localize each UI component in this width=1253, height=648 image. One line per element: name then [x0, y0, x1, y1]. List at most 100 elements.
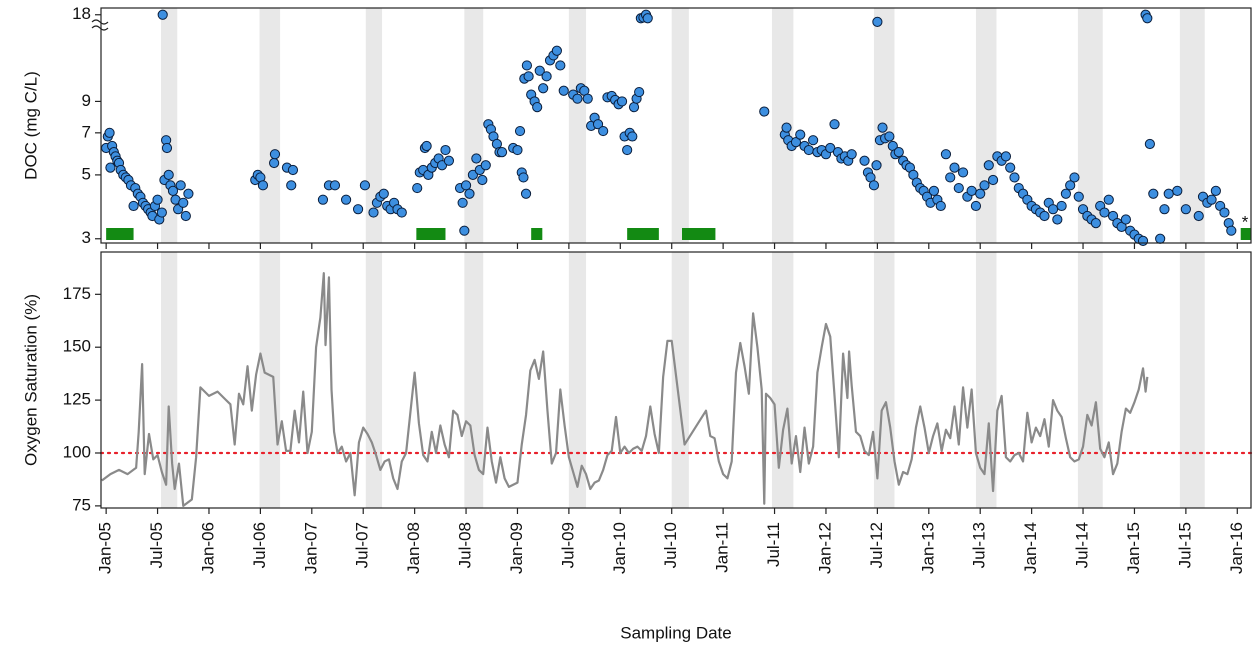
data-point [979, 180, 990, 191]
shaded-period [975, 252, 997, 508]
shaded-period [1179, 252, 1205, 508]
data-point [1120, 214, 1131, 225]
axes-layer: * 3 5 7 9 18 DOC (mg C/L) 75 100 125 150 175 Oxygen … [21, 4, 1252, 574]
data-point [945, 172, 956, 183]
green-period [106, 228, 134, 240]
data-point [877, 122, 888, 133]
x-tick-label: Jan-15 [1124, 522, 1143, 574]
data-point [152, 194, 163, 205]
data-point [987, 174, 999, 186]
y-tick-label: 75 [72, 495, 91, 514]
green-period [627, 228, 659, 240]
green-period [416, 228, 446, 240]
data-point [1056, 200, 1067, 212]
x-tick-label: Jan-06 [198, 522, 217, 574]
data-point [642, 13, 653, 24]
data-point [156, 207, 167, 218]
data-point [340, 194, 352, 205]
data-point [421, 140, 432, 152]
data-point [180, 210, 191, 222]
data-point [1090, 218, 1101, 229]
data-point [460, 180, 472, 191]
data-point [1172, 185, 1183, 196]
data-point [628, 101, 640, 113]
shaded-period [365, 252, 383, 508]
data-point [467, 169, 479, 180]
data-point [829, 119, 840, 130]
plot-frame [100, 251, 1252, 509]
data-point [1163, 188, 1174, 199]
annotation: * [1242, 212, 1249, 231]
shaded-period [671, 252, 689, 508]
data-point [859, 155, 870, 166]
data-point [572, 93, 583, 104]
data-point [868, 180, 880, 191]
data-point [1142, 13, 1153, 24]
data-point [759, 106, 770, 117]
data-point [592, 119, 604, 130]
data-point [935, 200, 946, 212]
green-period [531, 228, 543, 240]
data-layer [99, 9, 1253, 507]
data-point [1155, 233, 1166, 244]
background-layer [106, 8, 1251, 508]
data-point [781, 122, 792, 133]
data-point [532, 101, 543, 113]
y-tick-label: 100 [63, 442, 91, 461]
axis-break-mark [91, 19, 109, 25]
data-point [957, 167, 969, 178]
data-point [1103, 194, 1114, 205]
data-point [329, 180, 341, 191]
data-point [105, 162, 116, 173]
data-point [286, 180, 297, 191]
y-tick-label: 3 [82, 228, 91, 247]
data-point [949, 162, 960, 173]
data-point [795, 129, 806, 140]
data-point [558, 85, 569, 96]
data-point [1039, 210, 1050, 222]
x-tick-label: Jul-05 [147, 522, 166, 568]
data-point [598, 125, 609, 137]
y-axis-label: Oxygen Saturation (%) [21, 294, 40, 466]
data-point [846, 149, 857, 160]
data-point [1137, 235, 1149, 246]
shaded-period [1179, 8, 1205, 243]
data-point [163, 169, 174, 180]
x-tick-label: Jul-09 [558, 522, 577, 568]
x-tick-label: Jan-05 [96, 522, 115, 574]
data-point [970, 200, 982, 212]
shaded-period [568, 252, 587, 508]
data-point [1052, 214, 1063, 225]
data-point [825, 142, 836, 154]
x-axis-label: Sampling Date [620, 623, 732, 642]
shaded-period [771, 252, 794, 508]
x-tick-label: Jan-16 [1227, 522, 1246, 574]
data-point [512, 144, 523, 156]
data-point [872, 16, 883, 28]
x-tick-label: Jan-11 [713, 522, 732, 573]
y-tick-label: 7 [82, 122, 91, 141]
data-point [183, 188, 194, 199]
data-point [1206, 194, 1217, 205]
green-period [681, 228, 716, 240]
data-point [287, 164, 299, 176]
data-point [352, 204, 364, 215]
data-point [1060, 188, 1072, 199]
data-point [518, 172, 529, 183]
data-point [523, 71, 534, 82]
shaded-period [259, 252, 281, 508]
shaded-period [1077, 252, 1103, 508]
y-tick-label: 150 [63, 337, 91, 356]
y-tick-label: 175 [63, 284, 91, 303]
shaded-period [464, 8, 484, 243]
data-point [975, 188, 986, 199]
plot-frame [100, 7, 1252, 244]
data-point [269, 149, 281, 160]
data-point [928, 185, 940, 196]
x-tick-label: Jul-10 [661, 522, 680, 568]
data-point [178, 197, 189, 208]
data-point [1226, 225, 1237, 236]
data-point [582, 93, 593, 104]
data-point [884, 131, 895, 142]
data-point [496, 147, 508, 158]
